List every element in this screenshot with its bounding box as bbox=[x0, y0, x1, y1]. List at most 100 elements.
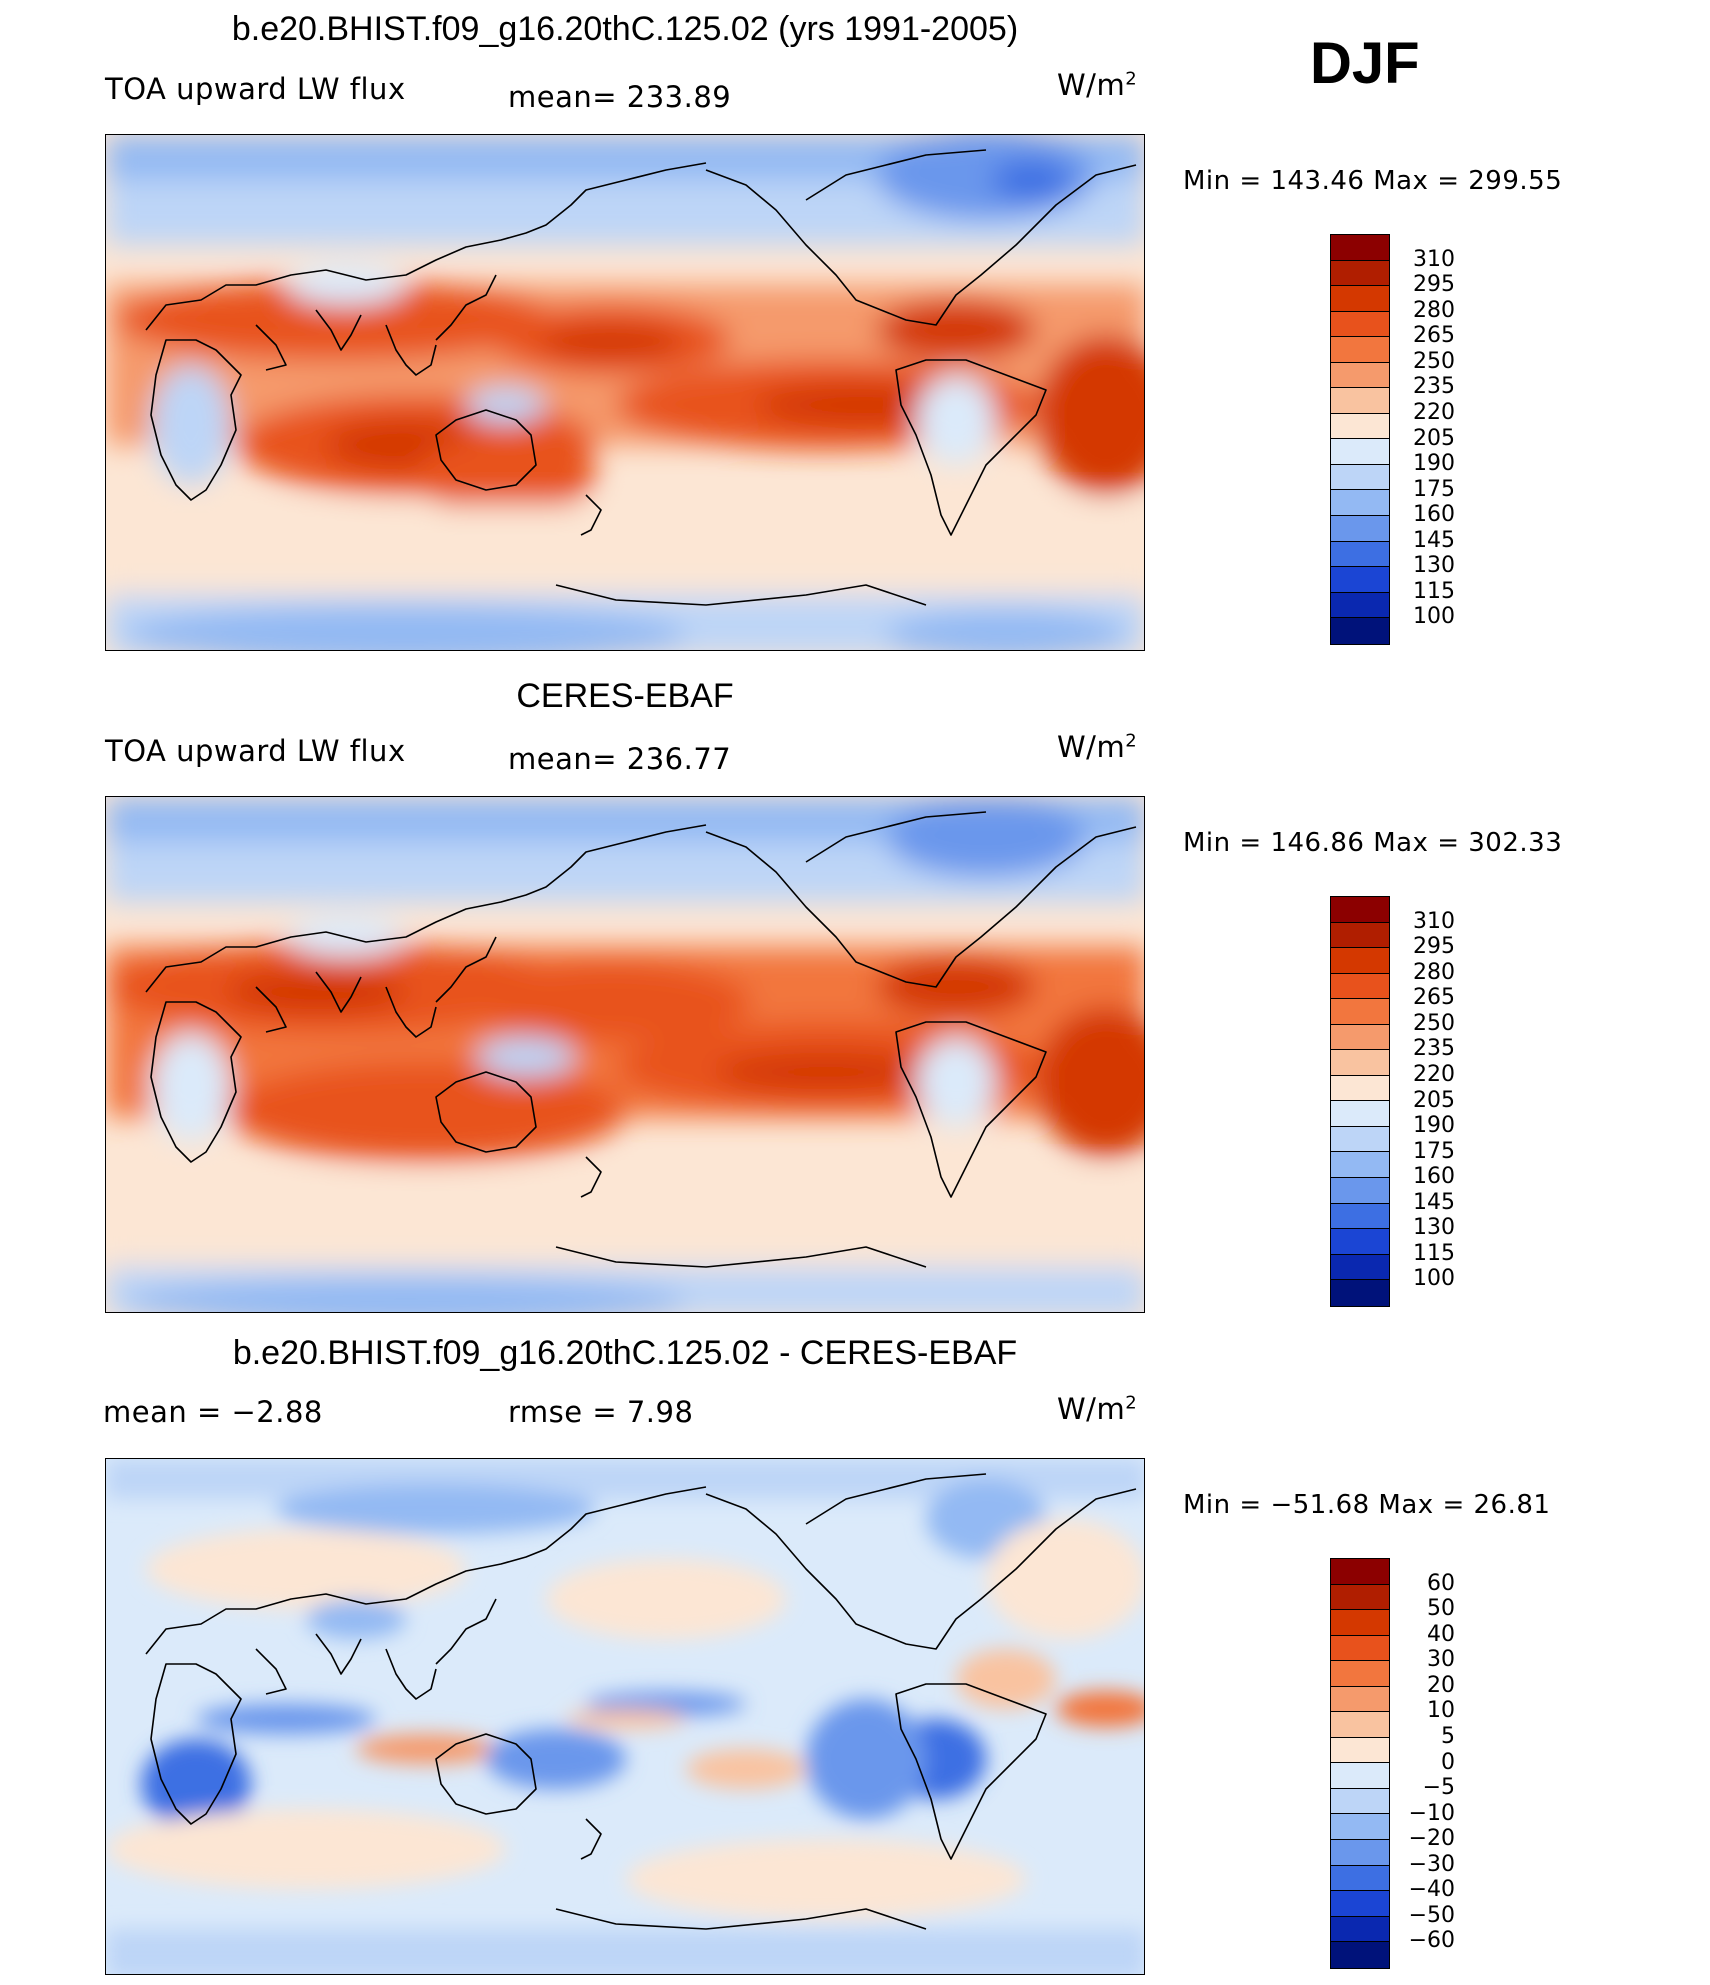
panel1-cbar-swatch bbox=[1331, 618, 1389, 644]
panel1-cbar-swatch bbox=[1331, 235, 1389, 261]
panel2-cbar-label: 250 bbox=[1413, 1011, 1455, 1036]
panel1-cbar-swatch bbox=[1331, 592, 1389, 619]
panel3-cbar-label: −10 bbox=[1408, 1801, 1455, 1826]
panel1-cbar-label: 310 bbox=[1413, 247, 1455, 272]
panel1-cbar-swatch bbox=[1331, 490, 1389, 517]
panel3-cbar-swatch bbox=[1331, 1686, 1389, 1713]
panel3-cbar-label: 60 bbox=[1427, 1571, 1455, 1596]
panel2-cbar-label: 160 bbox=[1413, 1164, 1455, 1189]
panel2-cbar-label: 100 bbox=[1413, 1266, 1455, 1291]
panel3-contour-field bbox=[106, 1459, 1144, 1974]
season-label: DJF bbox=[1310, 31, 1420, 96]
panel2-cbar-swatch bbox=[1331, 973, 1389, 1000]
panel1-mean: mean= 233.89 bbox=[508, 80, 732, 114]
panel2-cbar-label: 145 bbox=[1413, 1190, 1455, 1215]
panel3-cbar-label: −20 bbox=[1408, 1826, 1455, 1851]
panel3-map bbox=[105, 1458, 1145, 1975]
panel2-cbar-swatch bbox=[1331, 1126, 1389, 1153]
panel3-cbar-swatch bbox=[1331, 1661, 1389, 1687]
panel1-cbar-label: 205 bbox=[1413, 426, 1455, 451]
panel3-cbar-swatch bbox=[1331, 1635, 1389, 1662]
panel3-cbar-swatch bbox=[1331, 1610, 1389, 1636]
panel2-cbar-label: 130 bbox=[1413, 1215, 1455, 1240]
panel3-minmax: Min = −51.68 Max = 26.81 bbox=[1183, 1490, 1551, 1520]
panel3-title: b.e20.BHIST.f09_g16.20thC.125.02 - CERES… bbox=[232, 1334, 1018, 1372]
panel2-cbar-swatch bbox=[1331, 1178, 1389, 1204]
panel1-cbar-swatch bbox=[1331, 464, 1389, 491]
panel1-cbar-swatch bbox=[1331, 337, 1389, 363]
panel1-cbar-label: 160 bbox=[1413, 502, 1455, 527]
panel2-cbar-label: 265 bbox=[1413, 985, 1455, 1010]
panel3-cbar-label: 10 bbox=[1427, 1698, 1455, 1723]
panel1-cbar-swatch bbox=[1331, 516, 1389, 542]
panel3-cbar-label: 20 bbox=[1427, 1673, 1455, 1698]
panel2-cbar-swatch bbox=[1331, 1203, 1389, 1230]
panel3-cbar-swatch bbox=[1331, 1788, 1389, 1815]
panel1-cbar-label: 265 bbox=[1413, 323, 1455, 348]
panel2-cbar-swatch bbox=[1331, 1254, 1389, 1281]
panel1-units: W/m2 bbox=[1057, 68, 1138, 102]
panel2-cbar-swatch bbox=[1331, 1050, 1389, 1076]
panel1-cbar-label: 250 bbox=[1413, 349, 1455, 374]
panel2-cbar-swatch bbox=[1331, 897, 1389, 923]
panel1-cbar-swatch bbox=[1331, 260, 1389, 287]
panel1-cbar-swatch bbox=[1331, 388, 1389, 414]
panel3-cbar-swatch bbox=[1331, 1712, 1389, 1738]
panel2-variable-label: TOA upward LW flux bbox=[105, 734, 406, 768]
panel2-cbar-label: 220 bbox=[1413, 1062, 1455, 1087]
panel3-cbar-swatch bbox=[1331, 1891, 1389, 1917]
panel1-cbar-swatch bbox=[1331, 541, 1389, 568]
panel3-cbar-label: −50 bbox=[1408, 1903, 1455, 1928]
panel2-cbar-label: 280 bbox=[1413, 960, 1455, 985]
panel3-cbar-label: −60 bbox=[1408, 1928, 1455, 1953]
panel1-cbar-label: 130 bbox=[1413, 553, 1455, 578]
panel2-cbar-swatch bbox=[1331, 1229, 1389, 1255]
panel2-cbar-swatch bbox=[1331, 1101, 1389, 1127]
panel3-cbar-swatch bbox=[1331, 1942, 1389, 1968]
panel2-mean: mean= 236.77 bbox=[508, 742, 732, 776]
panel2-cbar-swatch bbox=[1331, 1280, 1389, 1306]
panel3-cbar-swatch bbox=[1331, 1814, 1389, 1841]
panel1-cbar-label: 235 bbox=[1413, 374, 1455, 399]
panel3-cbar-label: −5 bbox=[1422, 1775, 1455, 1800]
panel2-cbar-swatch bbox=[1331, 999, 1389, 1025]
panel2-cbar-label: 190 bbox=[1413, 1113, 1455, 1138]
panel2-colorbar-labels: 310 295 280 265 250 235 220 205 190 175 … bbox=[1395, 896, 1455, 1305]
panel3-rmse: rmse = 7.98 bbox=[508, 1395, 694, 1429]
panel2-cbar-swatch bbox=[1331, 948, 1389, 974]
panel3-cbar-swatch bbox=[1331, 1840, 1389, 1866]
panel2-cbar-label: 205 bbox=[1413, 1088, 1455, 1113]
panel2-contour-field bbox=[106, 797, 1144, 1312]
panel1-cbar-label: 115 bbox=[1413, 579, 1455, 604]
panel1-cbar-swatch bbox=[1331, 311, 1389, 338]
panel3-cbar-label: 50 bbox=[1427, 1596, 1455, 1621]
panel3-cbar-swatch bbox=[1331, 1865, 1389, 1892]
panel3-mean: mean = −2.88 bbox=[103, 1395, 323, 1429]
panel2-cbar-swatch bbox=[1331, 1152, 1389, 1179]
panel3-cbar-label: 5 bbox=[1441, 1724, 1455, 1749]
panel2-minmax: Min = 146.86 Max = 302.33 bbox=[1183, 828, 1563, 858]
panel3-cbar-swatch bbox=[1331, 1559, 1389, 1585]
panel1-cbar-label: 220 bbox=[1413, 400, 1455, 425]
panel3-cbar-swatch bbox=[1331, 1584, 1389, 1611]
panel3-colorbar-labels: 60 50 40 30 20 10 5 0 −5 −10 −20 −30 −40… bbox=[1395, 1558, 1455, 1967]
panel2-cbar-swatch bbox=[1331, 922, 1389, 949]
panel2-cbar-label: 235 bbox=[1413, 1036, 1455, 1061]
panel1-cbar-label: 145 bbox=[1413, 528, 1455, 553]
panel1-contour-field bbox=[106, 135, 1144, 650]
panel3-cbar-swatch bbox=[1331, 1763, 1389, 1789]
panel1-cbar-label: 280 bbox=[1413, 298, 1455, 323]
panel2-cbar-label: 295 bbox=[1413, 934, 1455, 959]
panel2-title: CERES-EBAF bbox=[516, 677, 734, 715]
panel3-cbar-swatch bbox=[1331, 1737, 1389, 1764]
panel1-colorbar-labels: 310 295 280 265 250 235 220 205 190 175 … bbox=[1395, 234, 1455, 643]
panel3-cbar-label: 0 bbox=[1441, 1750, 1455, 1775]
panel2-cbar-swatch bbox=[1331, 1075, 1389, 1102]
panel1-cbar-swatch bbox=[1331, 439, 1389, 465]
panel3-cbar-swatch bbox=[1331, 1916, 1389, 1943]
panel3-cbar-label: −30 bbox=[1408, 1852, 1455, 1877]
panel1-map bbox=[105, 134, 1145, 651]
panel1-cbar-swatch bbox=[1331, 286, 1389, 312]
panel2-map bbox=[105, 796, 1145, 1313]
panel3-units: W/m2 bbox=[1057, 1392, 1138, 1426]
